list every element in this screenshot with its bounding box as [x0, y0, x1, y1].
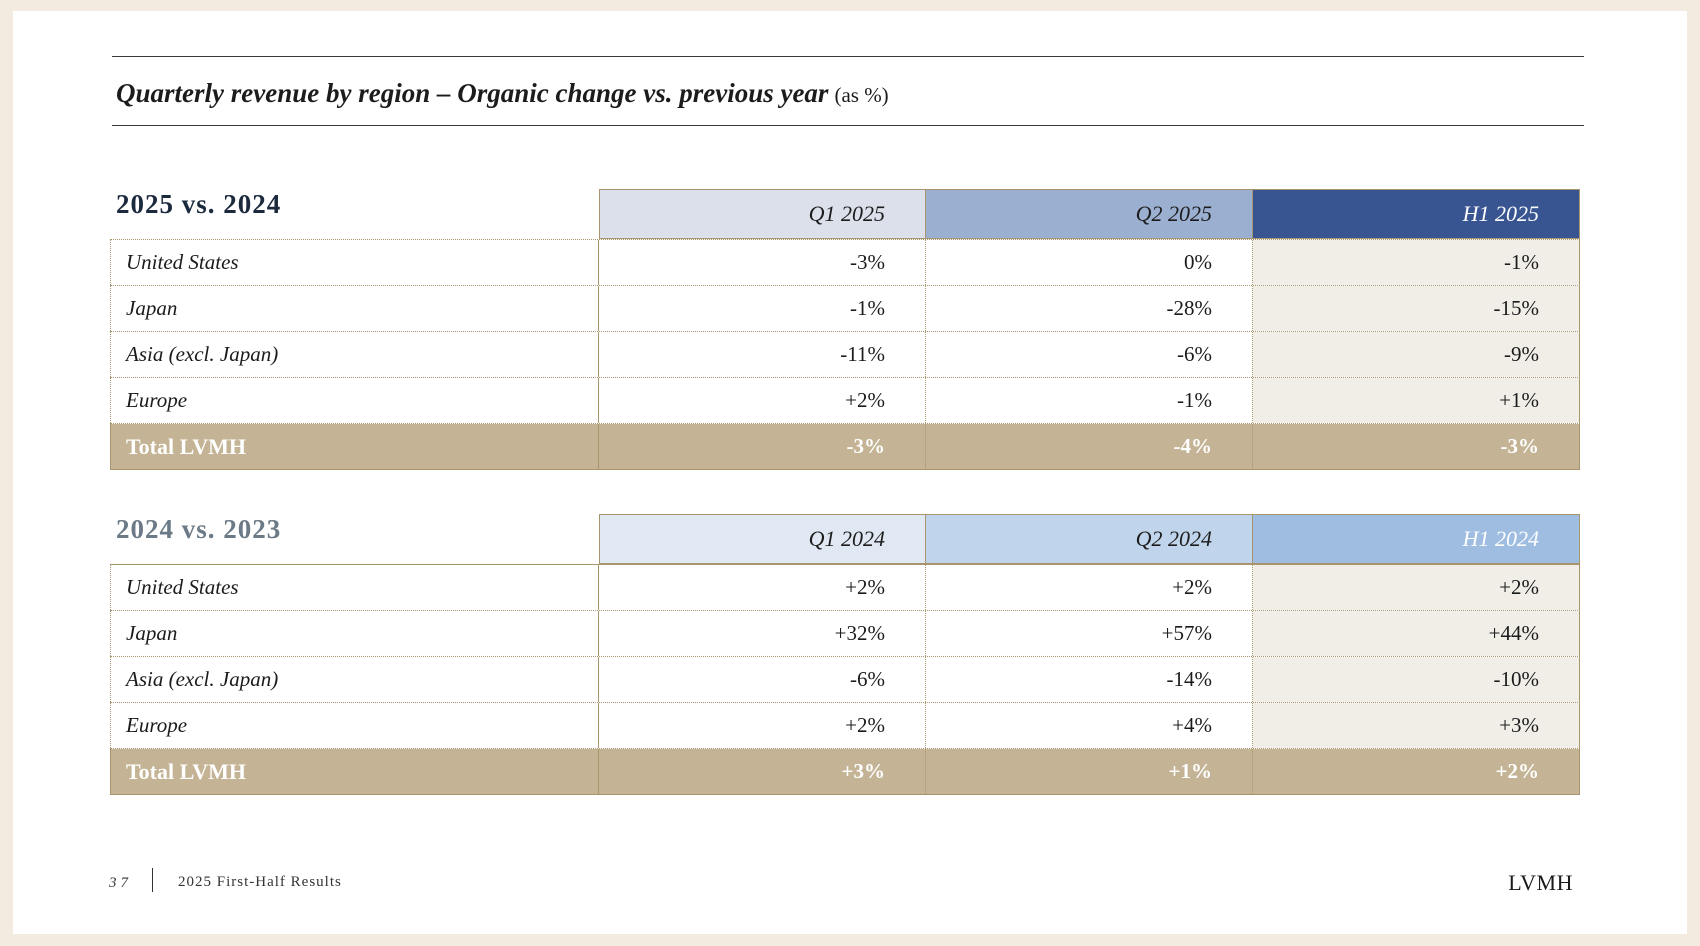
column-header-q1: Q1 2025 [599, 189, 926, 239]
cell-h1: +2% [1253, 565, 1580, 610]
table-heading: 2024 vs. 2023 [116, 514, 282, 544]
total-h1: +2% [1253, 749, 1580, 794]
cell-h1: +1% [1253, 378, 1580, 423]
column-header-h1: H1 2024 [1253, 514, 1580, 564]
cell-h1: -10% [1253, 657, 1580, 702]
table-body: United States +2% +2% +2% Japan +32% +57… [110, 564, 1580, 795]
row-label: United States [110, 240, 599, 285]
table-total-row: Total LVMH +3% +1% +2% [110, 749, 1580, 795]
page-title-unit: (as %) [834, 83, 889, 107]
slide: Quarterly revenue by region – Organic ch… [13, 11, 1687, 934]
total-label: Total LVMH [110, 749, 599, 794]
cell-q1: -11% [599, 332, 926, 377]
table-2025-vs-2024: 2025 vs. 2024 Q1 2025 Q2 2025 H1 2025 Un… [110, 189, 1580, 470]
table-row: United States -3% 0% -1% [110, 240, 1580, 286]
cell-h1: -1% [1253, 240, 1580, 285]
cell-q1: +2% [599, 378, 926, 423]
total-q2: +1% [926, 749, 1253, 794]
column-header-q2: Q2 2024 [926, 514, 1253, 564]
column-header-q2: Q2 2025 [926, 189, 1253, 239]
cell-q2: -1% [926, 378, 1253, 423]
cell-q1: +2% [599, 565, 926, 610]
table-row: Japan +32% +57% +44% [110, 611, 1580, 657]
cell-q1: -1% [599, 286, 926, 331]
table-row: Japan -1% -28% -15% [110, 286, 1580, 332]
page-title-main: Quarterly revenue by region – Organic ch… [116, 78, 829, 108]
total-q1: -3% [599, 424, 926, 469]
table-heading: 2025 vs. 2024 [116, 189, 282, 219]
column-header-h1: H1 2025 [1253, 189, 1580, 239]
table-row: Asia (excl. Japan) -11% -6% -9% [110, 332, 1580, 378]
column-header-q1: Q1 2024 [599, 514, 926, 564]
table-header-row: Q1 2025 Q2 2025 H1 2025 [599, 189, 1580, 239]
cell-h1: -9% [1253, 332, 1580, 377]
row-label: Asia (excl. Japan) [110, 332, 599, 377]
table-header-row: Q1 2024 Q2 2024 H1 2024 [599, 514, 1580, 564]
cell-q2: -28% [926, 286, 1253, 331]
cell-q1: +2% [599, 703, 926, 748]
page-number: 37 [109, 875, 132, 891]
cell-q2: -14% [926, 657, 1253, 702]
table-row: United States +2% +2% +2% [110, 565, 1580, 611]
table-total-row: Total LVMH -3% -4% -3% [110, 424, 1580, 470]
row-label: Asia (excl. Japan) [110, 657, 599, 702]
cell-q2: +2% [926, 565, 1253, 610]
table-body: United States -3% 0% -1% Japan -1% -28% … [110, 239, 1580, 470]
row-label: Europe [110, 703, 599, 748]
row-label: Europe [110, 378, 599, 423]
cell-q2: 0% [926, 240, 1253, 285]
total-label: Total LVMH [110, 424, 599, 469]
cell-q1: -6% [599, 657, 926, 702]
cell-h1: +44% [1253, 611, 1580, 656]
row-label: Japan [110, 611, 599, 656]
page-title: Quarterly revenue by region – Organic ch… [116, 78, 889, 109]
title-bottom-rule [112, 125, 1584, 126]
total-q1: +3% [599, 749, 926, 794]
total-h1: -3% [1253, 424, 1580, 469]
footer-document-title: 2025 First-Half Results [178, 874, 342, 890]
cell-h1: +3% [1253, 703, 1580, 748]
cell-q1: +32% [599, 611, 926, 656]
table-row: Europe +2% +4% +3% [110, 703, 1580, 749]
table-row: Asia (excl. Japan) -6% -14% -10% [110, 657, 1580, 703]
row-label: Japan [110, 286, 599, 331]
table-2024-vs-2023: 2024 vs. 2023 Q1 2024 Q2 2024 H1 2024 Un… [110, 514, 1580, 795]
cell-h1: -15% [1253, 286, 1580, 331]
brand-logo: LVMH [1508, 870, 1573, 895]
cell-q2: -6% [926, 332, 1253, 377]
title-top-rule [112, 56, 1584, 57]
row-label: United States [110, 565, 599, 610]
table-row: Europe +2% -1% +1% [110, 378, 1580, 424]
total-q2: -4% [926, 424, 1253, 469]
cell-q2: +4% [926, 703, 1253, 748]
cell-q1: -3% [599, 240, 926, 285]
footer-divider [152, 868, 153, 892]
cell-q2: +57% [926, 611, 1253, 656]
